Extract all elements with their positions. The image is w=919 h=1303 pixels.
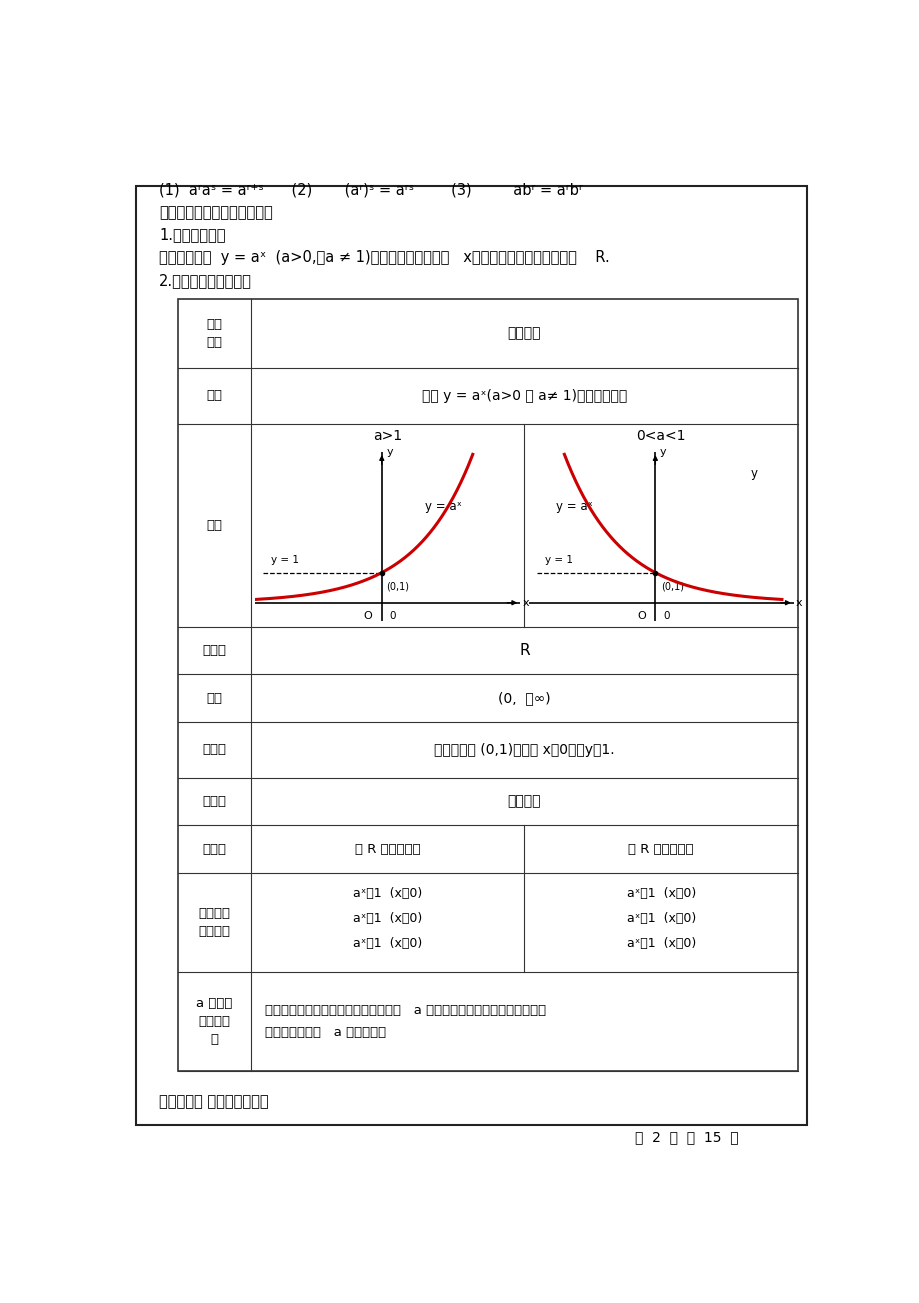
Text: (0,  ＋∞): (0, ＋∞) — [498, 691, 550, 705]
Text: 0<a<1: 0<a<1 — [636, 429, 686, 443]
Text: 名称: 名称 — [206, 336, 222, 349]
Text: 奇偶性: 奇偶性 — [202, 795, 226, 808]
Text: 单调性: 单调性 — [202, 843, 226, 856]
Text: 在 R 上是减函数: 在 R 上是减函数 — [628, 843, 693, 856]
Text: 非奇非偶: 非奇非偶 — [507, 795, 540, 809]
Text: x: x — [522, 598, 528, 607]
Text: 函数 y = aˣ(a>0 且 a≠ 1)叫做指数函数: 函数 y = aˣ(a>0 且 a≠ 1)叫做指数函数 — [422, 388, 627, 403]
Text: aˣ＜1  (x＞0): aˣ＜1 (x＞0) — [626, 937, 695, 950]
Text: (0,1): (0,1) — [661, 581, 684, 592]
Text: 0: 0 — [390, 611, 396, 622]
Text: 1.指数函数概念: 1.指数函数概念 — [159, 227, 225, 242]
Text: (1)  aʳaˢ = aʳ⁺ˢ      (2)       (aʳ)ˢ = aʳˢ        (3)         abʳ = aʳbʳ: (1) aʳaˢ = aʳ⁺ˢ (2) (aʳ)ˢ = aʳˢ (3) abʳ … — [159, 182, 583, 198]
Text: R: R — [518, 644, 529, 658]
Text: 2.指数函数函数性质：: 2.指数函数函数性质： — [159, 274, 252, 288]
Text: aˣ＞1  (x＜0): aˣ＞1 (x＜0) — [626, 887, 695, 900]
Text: 图象过定点 (0,1)，即当 x＝0时，y＝1.: 图象过定点 (0,1)，即当 x＝0时，y＝1. — [434, 743, 614, 757]
Text: y: y — [659, 447, 666, 457]
Text: O: O — [363, 611, 372, 622]
Text: y: y — [750, 466, 757, 480]
Text: 在第一象限内，从逆时针方向看图象，   a 逐渐增大；在第二象限内，从逆时: 在第一象限内，从逆时针方向看图象， a 逐渐增大；在第二象限内，从逆时 — [265, 1005, 546, 1018]
Text: 知识点二、指数函数及其性质: 知识点二、指数函数及其性质 — [159, 205, 273, 220]
Text: aˣ＝1  (x＝0): aˣ＝1 (x＝0) — [626, 912, 695, 925]
Text: 定义: 定义 — [206, 390, 222, 403]
Text: 値域: 値域 — [206, 692, 222, 705]
Text: 知识点三： 对数与对数运算: 知识点三： 对数与对数运算 — [159, 1095, 268, 1109]
Text: 过定点: 过定点 — [202, 743, 226, 756]
Text: y = aˣ: y = aˣ — [556, 500, 593, 513]
Text: 函数値的: 函数値的 — [199, 907, 230, 920]
Text: 函数: 函数 — [206, 318, 222, 331]
Text: 变化情况: 变化情况 — [199, 925, 230, 938]
Text: 针方向看图象，   a 逐渐减小。: 针方向看图象， a 逐渐减小。 — [265, 1027, 386, 1040]
Text: a 变化对: a 变化对 — [196, 997, 233, 1010]
Text: O: O — [637, 611, 645, 622]
Text: y = 1: y = 1 — [544, 555, 572, 566]
Text: x: x — [795, 598, 801, 607]
Text: y = 1: y = 1 — [271, 555, 299, 566]
Text: y = aˣ: y = aˣ — [425, 500, 461, 513]
Text: 0: 0 — [663, 611, 669, 622]
Text: 图象的影: 图象的影 — [199, 1015, 230, 1028]
Text: 一般地，函数  y = aˣ  (a>0,且a ≠ 1)叫做指数函数，其中   x是自变量，函数的定义域为    R.: 一般地，函数 y = aˣ (a>0,且a ≠ 1)叫做指数函数，其中 x是自变… — [159, 250, 609, 266]
Bar — [177, 298, 797, 1071]
Text: aˣ＜1  (x＜0): aˣ＜1 (x＜0) — [353, 937, 422, 950]
Text: 定义域: 定义域 — [202, 644, 226, 657]
Text: y: y — [386, 447, 392, 457]
Text: aˣ＞1  (x＞0): aˣ＞1 (x＞0) — [353, 887, 422, 900]
Text: (0,1): (0,1) — [386, 581, 409, 592]
Text: 图象: 图象 — [206, 519, 222, 532]
Text: aˣ＝1  (x＝0): aˣ＝1 (x＝0) — [353, 912, 422, 925]
Text: a>1: a>1 — [373, 429, 402, 443]
Text: 第  2  页  共  15  页: 第 2 页 共 15 页 — [635, 1131, 738, 1144]
Text: 在 R 上是增函数: 在 R 上是增函数 — [355, 843, 420, 856]
Text: 指数函数: 指数函数 — [507, 326, 540, 340]
Text: 响: 响 — [210, 1033, 218, 1046]
